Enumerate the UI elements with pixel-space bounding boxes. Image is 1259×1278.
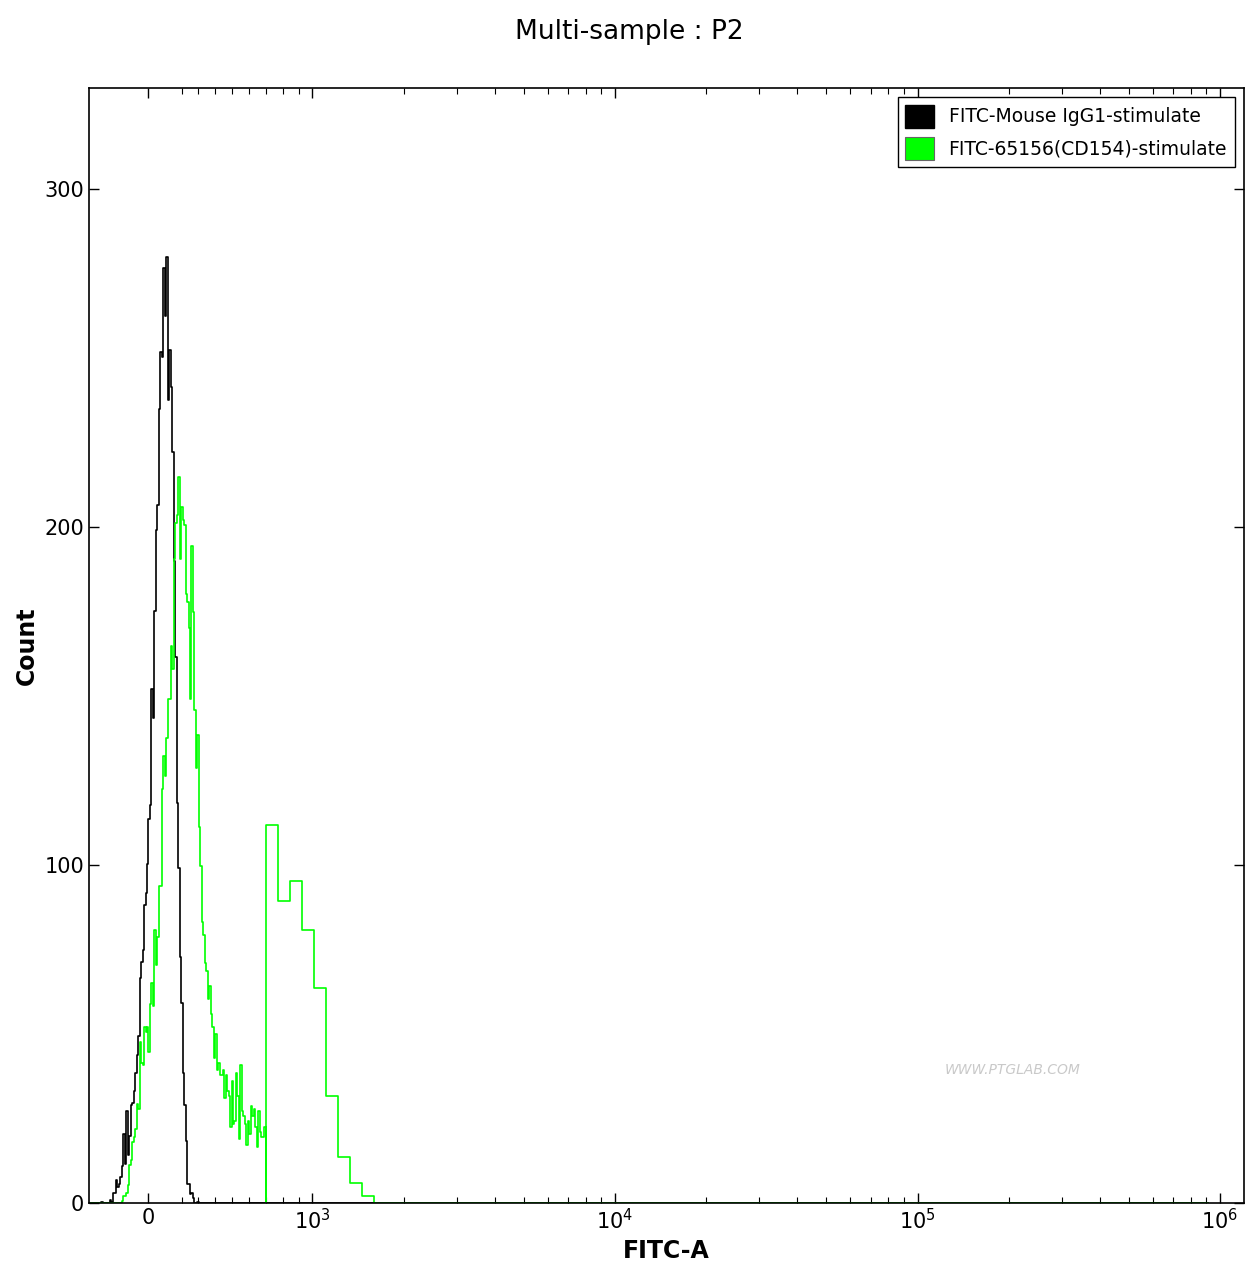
Text: Multi-sample : P2: Multi-sample : P2 bbox=[515, 19, 744, 45]
Legend: FITC-Mouse IgG1-stimulate, FITC-65156(CD154)-stimulate: FITC-Mouse IgG1-stimulate, FITC-65156(CD… bbox=[898, 97, 1235, 167]
Text: WWW.PTGLAB.COM: WWW.PTGLAB.COM bbox=[946, 1062, 1081, 1076]
X-axis label: FITC-A: FITC-A bbox=[623, 1238, 710, 1263]
Y-axis label: Count: Count bbox=[15, 607, 39, 685]
